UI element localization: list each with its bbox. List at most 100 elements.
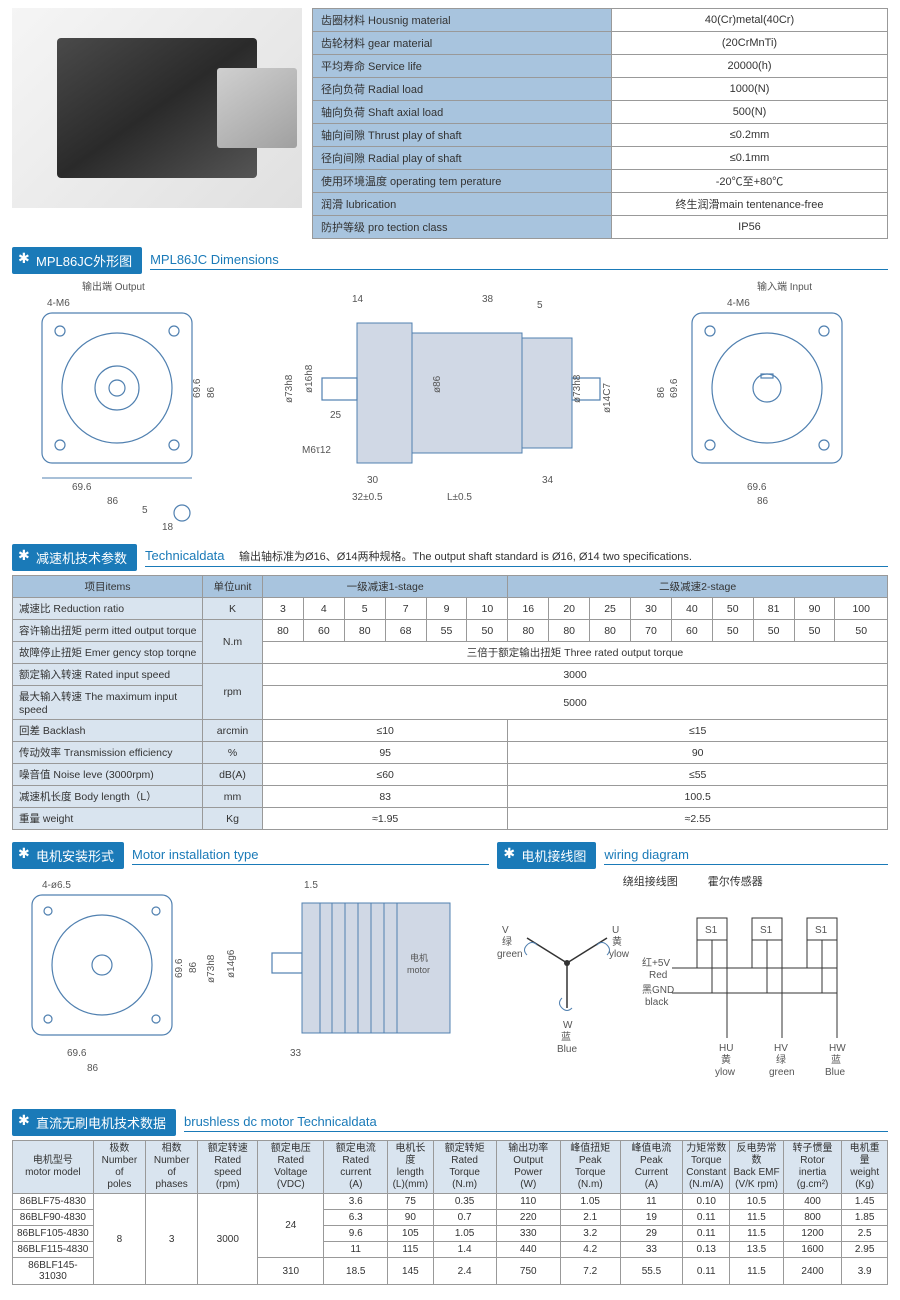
bldc-cell: 220 [496,1210,560,1226]
svg-text:69.6: 69.6 [192,378,203,398]
svg-text:1.5: 1.5 [304,880,318,891]
svg-text:ø73h8: ø73h8 [284,374,295,403]
bldc-cell: 330 [496,1226,560,1242]
svg-text:红+5V: 红+5V [642,956,670,969]
svg-text:86: 86 [107,496,119,507]
bldc-col: 额定转矩Rated Torque(N.m) [433,1141,496,1194]
bldc-cell: 0.7 [433,1210,496,1226]
bldc-col: 电机型号motor model [13,1141,94,1194]
bldc-cell: 29 [620,1226,683,1242]
bldc-cell: 1.4 [433,1242,496,1258]
bldc-cell: 2400 [783,1258,842,1285]
spec-value: 500(N) [612,101,888,124]
svg-text:黑GND: 黑GND [642,984,674,996]
svg-text:U: U [612,925,619,936]
svg-text:ø86: ø86 [432,375,443,393]
svg-text:33: 33 [290,1048,302,1059]
bldc-col: 力矩常数TorqueConstant(N.m/A) [683,1141,730,1194]
bldc-cell: 2.5 [842,1226,888,1242]
spec-value: 20000(h) [612,55,888,78]
wiring-sub1: 绕组接线图 [623,873,678,889]
bldc-table: 电机型号motor model极数Number ofpoles相数Number … [12,1140,888,1285]
svg-text:30: 30 [367,475,379,486]
bldc-col: 转子惯量Rotor inertia(g.cm²) [783,1141,842,1194]
svg-text:ø16h8: ø16h8 [304,364,315,393]
bldc-col: 电机重量weight(Kg) [842,1141,888,1194]
spec-label: 齿圈材料 Housnig material [313,9,612,32]
bldc-col: 输出功率Output Power(W) [496,1141,560,1194]
svg-text:M6τ12: M6τ12 [302,445,331,456]
bldc-cell: 800 [783,1210,842,1226]
bldc-cell: 750 [496,1258,560,1285]
bldc-cell: 310 [258,1258,324,1285]
svg-text:Blue: Blue [557,1044,577,1055]
spec-label: 使用环境温度 operating tem perature [313,170,612,193]
svg-text:HV: HV [774,1043,788,1054]
section-dimensions-en: MPL86JC Dimensions [150,252,888,270]
svg-text:86: 86 [757,496,769,507]
bldc-col: 电机长度length(L)(mm) [388,1141,433,1194]
bldc-cell: 105 [388,1226,433,1242]
bldc-cell: 0.11 [683,1258,730,1285]
spec-label: 轴向间隙 Thrust play of shaft [313,124,612,147]
section-wiring-en: wiring diagram [604,847,888,865]
wiring-sub2: 霍尔传感器 [708,873,763,889]
motor-photo [12,8,302,208]
spec-label: 齿轮材料 gear material [313,32,612,55]
svg-text:86: 86 [87,1063,99,1074]
bldc-cell: 9.6 [324,1226,388,1242]
bldc-cell: 11.5 [730,1258,783,1285]
svg-text:输出端 Output: 输出端 Output [82,280,145,293]
spec-value: (20CrMnTi) [612,32,888,55]
svg-text:Red: Red [649,970,667,981]
bldc-cell: 11 [620,1194,683,1210]
spec-label: 轴向负荷 Shaft axial load [313,101,612,124]
bldc-cell: 19 [620,1210,683,1226]
bldc-cell: 86BLF105-4830 [13,1226,94,1242]
svg-text:S1: S1 [760,925,773,936]
bldc-cell: 75 [388,1194,433,1210]
spec-value: -20℃至+80℃ [612,170,888,193]
bldc-cell: 8 [93,1194,145,1285]
bldc-cell: 11.5 [730,1226,783,1242]
spec-label: 润滑 lubrication [313,193,612,216]
bldc-cell: 1.05 [560,1194,620,1210]
spec-value: 40(Cr)metal(40Cr) [612,9,888,32]
bldc-cell: 0.11 [683,1226,730,1242]
bldc-cell: 2.95 [842,1242,888,1258]
bldc-cell: 33 [620,1242,683,1258]
bldc-cell: 440 [496,1242,560,1258]
bldc-col: 额定电流Rated current(A) [324,1141,388,1194]
svg-text:W: W [563,1020,573,1031]
section-bldc-cn: 直流无刷电机技术数据 [12,1109,176,1136]
svg-text:14: 14 [352,294,364,305]
svg-text:69.6: 69.6 [72,482,92,493]
bldc-cell: 24 [258,1194,324,1258]
bldc-cell: 110 [496,1194,560,1210]
bldc-cell: 145 [388,1258,433,1285]
svg-text:Blue: Blue [825,1067,845,1078]
bldc-cell: 7.2 [560,1258,620,1285]
bldc-cell: 3000 [198,1194,258,1285]
section-techdata-cn: 减速机技术参数 [12,544,137,571]
section-install-cn: 电机安装形式 [12,842,124,869]
svg-text:蓝: 蓝 [831,1054,841,1066]
bldc-col: 相数Number ofphases [146,1141,198,1194]
spec-value: ≤0.2mm [612,124,888,147]
svg-text:38: 38 [482,294,494,305]
bldc-cell: 1.05 [433,1226,496,1242]
svg-text:4-M6: 4-M6 [727,298,750,309]
svg-text:86: 86 [206,386,217,398]
svg-text:HW: HW [829,1043,846,1054]
bldc-cell: 10.5 [730,1194,783,1210]
bldc-cell: 400 [783,1194,842,1210]
svg-text:86: 86 [656,386,667,398]
svg-text:L±0.5: L±0.5 [447,492,472,503]
svg-text:green: green [497,949,523,960]
svg-text:S1: S1 [815,925,828,936]
bldc-cell: 86BLF90-4830 [13,1210,94,1226]
section-bldc-en: brushless dc motor Technicaldata [184,1114,888,1132]
svg-text:motor: motor [407,965,430,975]
svg-text:HU: HU [719,1043,733,1054]
spec-value: ≤0.1mm [612,147,888,170]
